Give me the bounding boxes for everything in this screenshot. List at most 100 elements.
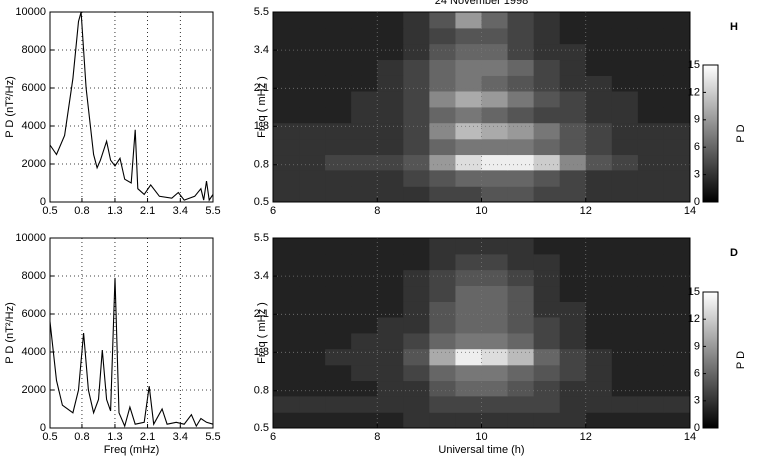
heat-cell <box>429 27 456 45</box>
heat-cell <box>273 122 300 140</box>
heat-cell <box>429 75 456 92</box>
heat-cell <box>585 269 613 287</box>
heat-cell <box>637 138 665 156</box>
y-tick-label: 0.5 <box>254 422 269 434</box>
x-tick-label: 0.8 <box>74 431 89 443</box>
heat-cell <box>507 253 535 271</box>
heat-cell <box>325 395 352 413</box>
heat-cell <box>377 138 404 156</box>
heat-cell <box>273 43 300 61</box>
heat-cell <box>585 27 613 45</box>
heat-cell <box>481 122 509 140</box>
heat-cell <box>299 154 326 171</box>
heat-cell <box>559 27 587 45</box>
heat-cell <box>429 253 456 271</box>
heat-cell <box>455 186 482 203</box>
heat-cell <box>325 301 352 318</box>
y-tick-label: 0.5 <box>254 196 269 208</box>
heat-cell <box>611 285 639 302</box>
heat-cell <box>377 106 404 124</box>
colorbar-tick-label: 0 <box>694 422 700 434</box>
heat-cell <box>507 301 535 318</box>
heat-cell <box>325 59 352 76</box>
heat-cell <box>637 301 665 318</box>
heat-cell <box>429 238 456 255</box>
heat-cell <box>507 380 535 397</box>
heat-cell <box>429 364 456 382</box>
heat-cell <box>533 27 561 45</box>
heat-cell <box>455 364 482 382</box>
heat-cell <box>403 238 430 255</box>
heat-cell <box>533 138 561 156</box>
heat-cell <box>273 395 300 413</box>
heat-cell <box>403 269 430 287</box>
heat-cell <box>481 269 509 287</box>
heat-cell <box>351 138 378 156</box>
heat-cell <box>585 380 613 397</box>
x-tick-label: 5.5 <box>205 205 220 217</box>
panel: 6 8 10 12 14 0.5 0.8 1.3 2.1 3.4 5.5 Freq ( mHz ) Un… <box>254 232 747 456</box>
y-tick-label: 2.1 <box>254 82 269 94</box>
heat-cell <box>663 380 691 397</box>
heat-cell <box>351 285 378 302</box>
heat-cell <box>299 75 326 92</box>
heat-cell <box>637 90 665 108</box>
heat-cell <box>637 253 665 271</box>
heat-cell <box>507 348 535 366</box>
heat-cell <box>377 43 404 61</box>
heat-cell <box>481 380 509 397</box>
panel: 0.5 0.8 1.3 2.1 3.4 5.5 0 2000 4000 6000 8000 10000… <box>4 232 221 456</box>
heat-cell <box>611 122 639 140</box>
heat-cell <box>351 27 378 45</box>
heat-cell <box>637 169 665 187</box>
y-tick-label: 10000 <box>15 6 46 18</box>
heat-cell <box>351 253 378 271</box>
heat-cell <box>481 238 509 255</box>
heat-cell <box>559 59 587 76</box>
panel-label: D <box>730 247 738 259</box>
heat-cell <box>507 59 535 76</box>
y-axis-label: P D (nT²/Hz) <box>4 76 16 138</box>
heat-cell <box>507 395 535 413</box>
heat-cell <box>325 90 352 108</box>
x-axis-label: Universal time (h) <box>438 444 524 456</box>
heat-cell <box>273 138 300 156</box>
heat-cell <box>637 238 665 255</box>
y-tick-label: 2.1 <box>254 308 269 320</box>
heat-cell <box>585 169 613 187</box>
heat-cell <box>507 285 535 302</box>
heat-cell <box>377 27 404 45</box>
heat-cell <box>559 364 587 382</box>
heat-cell <box>273 90 300 108</box>
heat-cell <box>325 122 352 140</box>
heat-cell <box>559 12 587 29</box>
heat-cell <box>455 380 482 397</box>
heat-cell <box>429 348 456 366</box>
heat-cell <box>481 253 509 271</box>
heat-cell <box>559 90 587 108</box>
heat-cell <box>533 90 561 108</box>
heat-cell <box>325 316 352 334</box>
heat-cell <box>637 348 665 366</box>
x-tick-label: 10 <box>475 431 487 443</box>
heat-cell <box>507 106 535 124</box>
heat-cell <box>429 380 456 397</box>
heat-cell <box>299 43 326 61</box>
x-tick-label: 0.5 <box>42 431 57 443</box>
y-axis-label: Freq ( mHz ) <box>256 76 268 138</box>
heat-cell <box>611 238 639 255</box>
colorbar-label: P D <box>735 124 747 142</box>
heat-cell <box>429 412 456 429</box>
heat-cell <box>559 301 587 318</box>
heat-cell <box>507 75 535 92</box>
heat-cell <box>455 27 482 45</box>
heat-cell <box>611 186 639 203</box>
heat-cell <box>273 169 300 187</box>
heat-cell <box>481 412 509 429</box>
heat-cell <box>611 43 639 61</box>
heat-cell <box>325 380 352 397</box>
heat-cell <box>559 316 587 334</box>
heat-cell <box>663 122 691 140</box>
heat-cell <box>481 59 509 76</box>
heat-cell <box>455 238 482 255</box>
